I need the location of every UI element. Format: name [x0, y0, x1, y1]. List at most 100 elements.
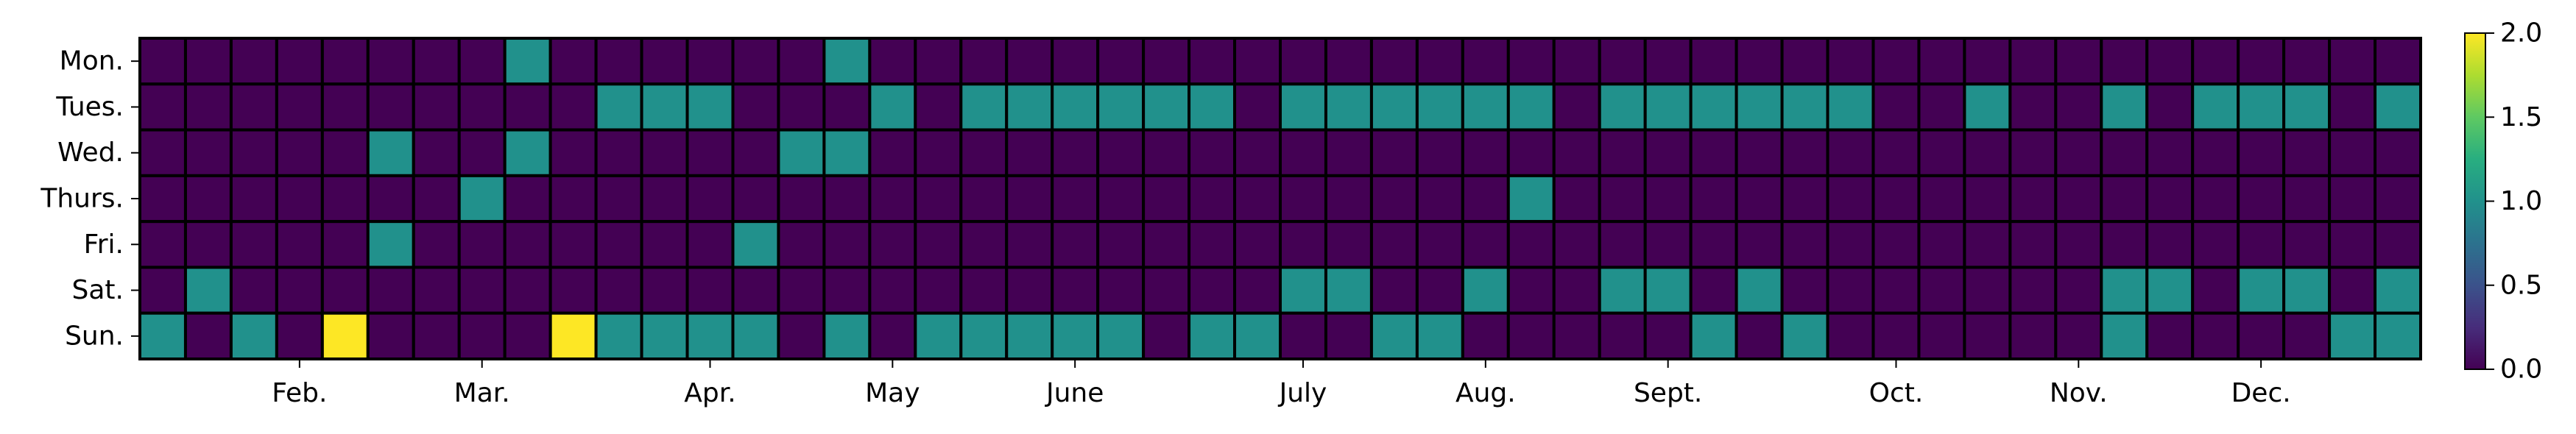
- heatmap-cell: [2054, 82, 2103, 132]
- heatmap-cell: [183, 37, 233, 86]
- heatmap-cell: [731, 128, 780, 177]
- heatmap-cell: [320, 37, 370, 86]
- heatmap-cell: [1917, 266, 1966, 315]
- heatmap-cell: [503, 220, 552, 269]
- heatmap-cell: [2100, 128, 2149, 177]
- heatmap-cell: [1826, 174, 1875, 224]
- heatmap-cell: [1051, 220, 1100, 269]
- heatmap-cell: [1233, 82, 1282, 132]
- heatmap-cell: [2374, 311, 2423, 360]
- heatmap-cell: [1051, 37, 1100, 86]
- heatmap-cell: [1643, 37, 1693, 86]
- heatmap-cell: [1963, 82, 2012, 132]
- heatmap-cell: [2237, 220, 2286, 269]
- heatmap-cell: [1552, 37, 1601, 86]
- heatmap-cell: [1643, 220, 1693, 269]
- heatmap-cell: [183, 128, 233, 177]
- heatmap-cell: [2328, 174, 2377, 224]
- heatmap-cell: [1735, 37, 1784, 86]
- heatmap-cell: [685, 311, 735, 360]
- heatmap-cell: [594, 311, 643, 360]
- heatmap-cell: [2374, 37, 2423, 86]
- heatmap-cell: [1461, 37, 1510, 86]
- heatmap-cell: [1552, 128, 1601, 177]
- row-label: Fri.: [84, 230, 124, 260]
- heatmap-cell: [1324, 128, 1373, 177]
- heatmap-cell: [457, 266, 507, 315]
- heatmap-cell: [1871, 220, 1921, 269]
- heatmap-cell: [1369, 311, 1419, 360]
- heatmap-cell: [1324, 266, 1373, 315]
- heatmap-cell: [1871, 37, 1921, 86]
- heatmap-cell: [822, 266, 872, 315]
- heatmap-cell: [868, 311, 917, 360]
- heatmap-cell: [1598, 82, 1647, 132]
- x-tick-label: June: [1045, 378, 1104, 408]
- heatmap-cell: [1506, 37, 1556, 86]
- heatmap-cell: [822, 220, 872, 269]
- heatmap-cell: [2054, 311, 2103, 360]
- heatmap-cell: [2191, 128, 2240, 177]
- heatmap-cell: [1506, 174, 1556, 224]
- heatmap-cell: [457, 220, 507, 269]
- heatmap-cell: [777, 266, 826, 315]
- heatmap-cell: [2191, 82, 2240, 132]
- heatmap-cell: [1279, 128, 1327, 177]
- heatmap-cell: [731, 220, 780, 269]
- heatmap-cell: [1780, 266, 1829, 315]
- heatmap-cell: [1461, 128, 1510, 177]
- heatmap-cell: [1005, 311, 1054, 360]
- heatmap-cell: [1324, 82, 1373, 132]
- heatmap-cell: [2328, 311, 2377, 360]
- heatmap-cell: [548, 82, 598, 132]
- heatmap-cell: [1871, 128, 1921, 177]
- heatmap-cell: [2145, 266, 2195, 315]
- heatmap-cell: [503, 128, 552, 177]
- heatmap-cell: [1324, 37, 1373, 86]
- heatmap-cell: [1415, 266, 1464, 315]
- heatmap-cell: [412, 266, 461, 315]
- heatmap-cell: [1005, 128, 1054, 177]
- heatmap-cell: [2054, 220, 2103, 269]
- heatmap-cell: [275, 128, 324, 177]
- heatmap-cell: [1096, 82, 1146, 132]
- heatmap-cell: [1552, 311, 1601, 360]
- heatmap-cell: [914, 266, 963, 315]
- heatmap-cell: [2282, 82, 2332, 132]
- heatmap-cell: [2008, 174, 2058, 224]
- heatmap-cell: [1415, 220, 1464, 269]
- row-label: Sat.: [72, 275, 124, 305]
- heatmap-cell: [640, 220, 689, 269]
- heatmap-cell: [1233, 128, 1282, 177]
- heatmap-cell: [2282, 311, 2332, 360]
- heatmap-cell: [1552, 82, 1601, 132]
- heatmap-cell: [640, 128, 689, 177]
- heatmap-cell: [183, 174, 233, 224]
- heatmap-cell: [1735, 82, 1784, 132]
- heatmap-cell: [1188, 311, 1237, 360]
- heatmap-cell: [1279, 311, 1327, 360]
- heatmap-cell: [1142, 128, 1191, 177]
- heatmap-cell: [2328, 128, 2377, 177]
- heatmap-cell: [2374, 220, 2423, 269]
- heatmap-cell: [1324, 311, 1373, 360]
- heatmap-cell: [868, 128, 917, 177]
- heatmap-cell: [2282, 37, 2332, 86]
- heatmap-cell: [1917, 220, 1966, 269]
- heatmap-cell: [1552, 266, 1601, 315]
- heatmap-cell: [959, 128, 1009, 177]
- heatmap-cell: [229, 128, 278, 177]
- heatmap-cell: [138, 266, 187, 315]
- heatmap-cell: [1369, 82, 1419, 132]
- heatmap-cell: [1369, 220, 1419, 269]
- heatmap-cell: [777, 82, 826, 132]
- heatmap-cell: [1279, 82, 1327, 132]
- heatmap-cell: [1826, 128, 1875, 177]
- heatmap-cell: [1826, 311, 1875, 360]
- heatmap-cell: [457, 37, 507, 86]
- heatmap-cell: [1188, 220, 1237, 269]
- heatmap-cell: [959, 311, 1009, 360]
- heatmap-cell: [2328, 220, 2377, 269]
- heatmap-cell: [366, 311, 415, 360]
- heatmap-cell: [183, 266, 233, 315]
